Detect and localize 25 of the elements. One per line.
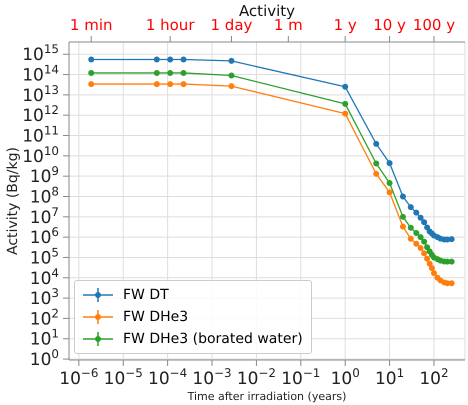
y-tick-label: 10$^{12}$	[22, 103, 59, 126]
y-tick-label: 10$^{4}$	[30, 266, 59, 289]
legend-label: FW DHe3	[123, 309, 188, 325]
x-axis-title: Time after irradiation (years)	[186, 390, 346, 403]
annotation: 1 hour	[146, 16, 196, 34]
x-tick-label: 10$^{−5}$	[104, 366, 143, 389]
annotation: 1 min	[70, 16, 113, 34]
y-tick-label: 10$^{7}$	[30, 204, 59, 228]
annotation: 100 y	[412, 16, 456, 34]
legend-label: FW DHe3 (borated water)	[123, 331, 303, 347]
annotation: 10 y	[373, 16, 406, 34]
x-tick-label: 10$^{2}$	[419, 366, 449, 389]
x-tick-label: 10$^{1}$	[374, 366, 404, 389]
x-tick-label: 10$^{0}$	[330, 366, 360, 389]
x-tick-label: 10$^{−4}$	[148, 366, 188, 389]
annotation: 1 y	[334, 16, 357, 34]
x-tick-label: 10$^{−3}$	[192, 366, 232, 389]
y-tick-label: 10$^{15}$	[22, 42, 59, 66]
y-tick-label: 10$^{1}$	[30, 326, 59, 350]
y-axis-title: Activity (Bq/kg)	[4, 147, 21, 255]
x-tick-label: 10$^{−1}$	[281, 366, 320, 389]
x-tick-label: 10$^{−2}$	[236, 366, 276, 389]
y-tick-label: 10$^{0}$	[30, 347, 59, 370]
x-tick-label: 10$^{−6}$	[59, 366, 98, 389]
legend-label: FW DT	[123, 287, 169, 303]
